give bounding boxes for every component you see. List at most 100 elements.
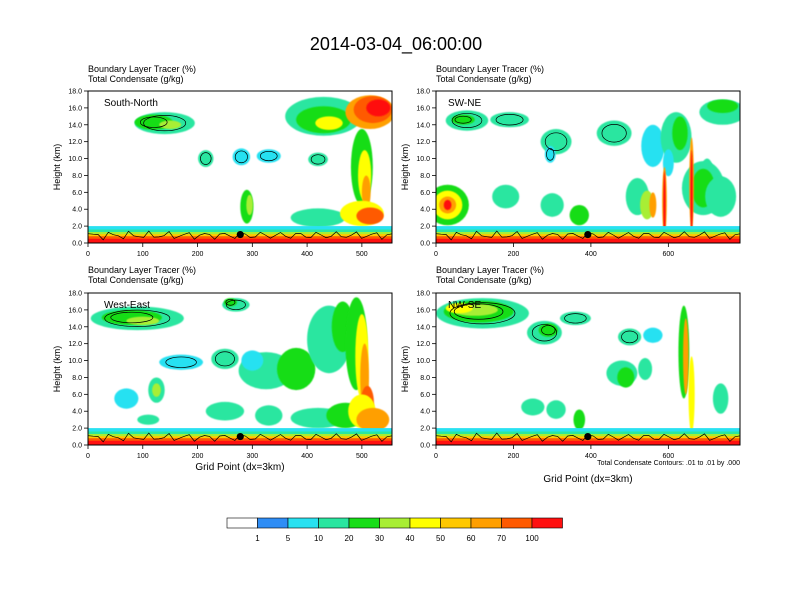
y-tick-label: 16.0 — [68, 307, 82, 314]
y-axis-label: Height (km) — [52, 144, 62, 191]
panel-header-line2: Total Condensate (g/kg) — [88, 275, 184, 285]
x-tick-label: 200 — [192, 453, 204, 460]
field-layer — [88, 297, 392, 445]
condensate-cell — [649, 192, 657, 218]
condensate-contour — [621, 330, 639, 344]
condensate-cell — [290, 208, 346, 227]
y-tick-label: 2.0 — [420, 426, 430, 433]
condensate-cell — [521, 398, 545, 416]
panel-header-line1: Boundary Layer Tracer (%) — [88, 265, 196, 275]
contour-layer — [88, 298, 392, 443]
x-tick-label: 200 — [508, 251, 520, 258]
x-tick-label: 500 — [356, 251, 368, 258]
condensate-cell — [712, 383, 729, 414]
y-tick-label: 4.0 — [420, 409, 430, 416]
y-tick-label: 8.0 — [420, 375, 430, 382]
y-axis-label: Height (km) — [400, 346, 410, 393]
location-marker — [236, 432, 244, 441]
plot-frame — [87, 90, 393, 244]
x-tick-label: 400 — [301, 453, 313, 460]
condensate-cell — [366, 99, 391, 117]
condensate-cell — [159, 120, 182, 129]
condensate-cell — [137, 414, 160, 425]
y-axis-label: Height (km) — [400, 144, 410, 191]
y-tick-label: 2.0 — [72, 224, 82, 231]
y-tick-label: 14.0 — [416, 324, 430, 331]
boundary-layer-band — [436, 440, 740, 445]
colorbar-swatch — [257, 517, 289, 529]
panel-sw-ne: Boundary Layer Tracer (%) Total Condensa… — [400, 64, 741, 258]
y-tick-label: 14.0 — [416, 122, 430, 129]
x-tick-label: 0 — [434, 453, 438, 460]
y-tick-label: 10.0 — [68, 358, 82, 365]
x-tick-label: 400 — [585, 453, 597, 460]
condensate-cell — [569, 205, 589, 226]
x-tick-label: 0 — [434, 251, 438, 258]
colorbar-label: 10 — [314, 534, 323, 543]
condensate-contour — [564, 313, 587, 324]
condensate-cell — [356, 407, 390, 432]
condensate-contour — [451, 113, 483, 128]
location-marker — [584, 230, 592, 239]
condensate-cell — [246, 194, 253, 216]
condensate-contour — [453, 303, 504, 320]
condensate-contour — [259, 150, 278, 162]
y-tick-label: 6.0 — [420, 392, 430, 399]
colorbar-label: 60 — [467, 534, 476, 543]
field-layer — [436, 298, 740, 445]
colorbar-swatch — [470, 517, 502, 529]
panel-label: South-North — [104, 98, 158, 109]
panel-nw-se: Boundary Layer Tracer (%) Total Condensa… — [400, 265, 741, 485]
panel-header-line2: Total Condensate (g/kg) — [436, 74, 532, 84]
condensate-contour — [110, 311, 154, 324]
colorbar-swatch — [379, 517, 411, 529]
axes: 0.0 2.0 4.0 6.0 8.0 10.0 12.0 14.0 16.0 18.0 0 100 2… — [68, 89, 367, 259]
boundary-layer-band — [88, 238, 392, 243]
field-layer — [88, 95, 392, 243]
y-tick-label: 0.0 — [420, 443, 430, 450]
y-tick-label: 0.0 — [72, 443, 82, 450]
condensate-cell — [672, 116, 688, 151]
boundary-layer-band — [88, 440, 392, 445]
plot-frame — [87, 292, 393, 446]
condensate-cell — [662, 149, 674, 177]
y-tick-label: 8.0 — [72, 173, 82, 180]
colorbar-label: 30 — [375, 534, 384, 543]
condensate-contour — [139, 116, 168, 128]
condensate-cell — [445, 303, 473, 314]
y-tick-label: 12.0 — [68, 139, 82, 146]
condensate-contour — [225, 298, 236, 306]
plot-frame — [435, 292, 741, 446]
y-tick-label: 16.0 — [68, 105, 82, 112]
y-tick-label: 4.0 — [72, 207, 82, 214]
condensate-contour — [104, 309, 171, 327]
colorbar-label: 20 — [345, 534, 354, 543]
y-tick-label: 18.0 — [416, 89, 430, 96]
panel-west-east: Boundary Layer Tracer (%) Total Condensa… — [52, 265, 393, 473]
condensate-contour — [531, 324, 557, 342]
colorbar-label: 40 — [406, 534, 415, 543]
condensate-cell — [356, 207, 384, 225]
y-tick-label: 4.0 — [72, 409, 82, 416]
condensate-cell — [690, 150, 693, 235]
y-tick-label: 12.0 — [416, 139, 430, 146]
y-tick-label: 18.0 — [68, 291, 82, 298]
contour-layer — [436, 302, 740, 443]
colorbar-label: 70 — [497, 534, 506, 543]
condensate-cell — [705, 176, 737, 217]
condensate-cell — [663, 171, 666, 239]
condensate-cell — [688, 356, 695, 433]
x-tick-label: 200 — [508, 453, 520, 460]
condensate-contour — [143, 115, 187, 132]
x-tick-label: 600 — [663, 251, 675, 258]
x-tick-label: 400 — [301, 251, 313, 258]
condensate-cell — [205, 401, 245, 421]
contour-layer — [436, 113, 740, 241]
condensate-cell — [546, 400, 566, 419]
x-tick-label: 100 — [137, 453, 149, 460]
colorbar-swatch — [348, 517, 380, 529]
boundary-layer-band — [436, 238, 740, 243]
y-tick-label: 2.0 — [420, 224, 430, 231]
y-tick-label: 4.0 — [420, 207, 430, 214]
y-tick-label: 0.0 — [420, 241, 430, 248]
